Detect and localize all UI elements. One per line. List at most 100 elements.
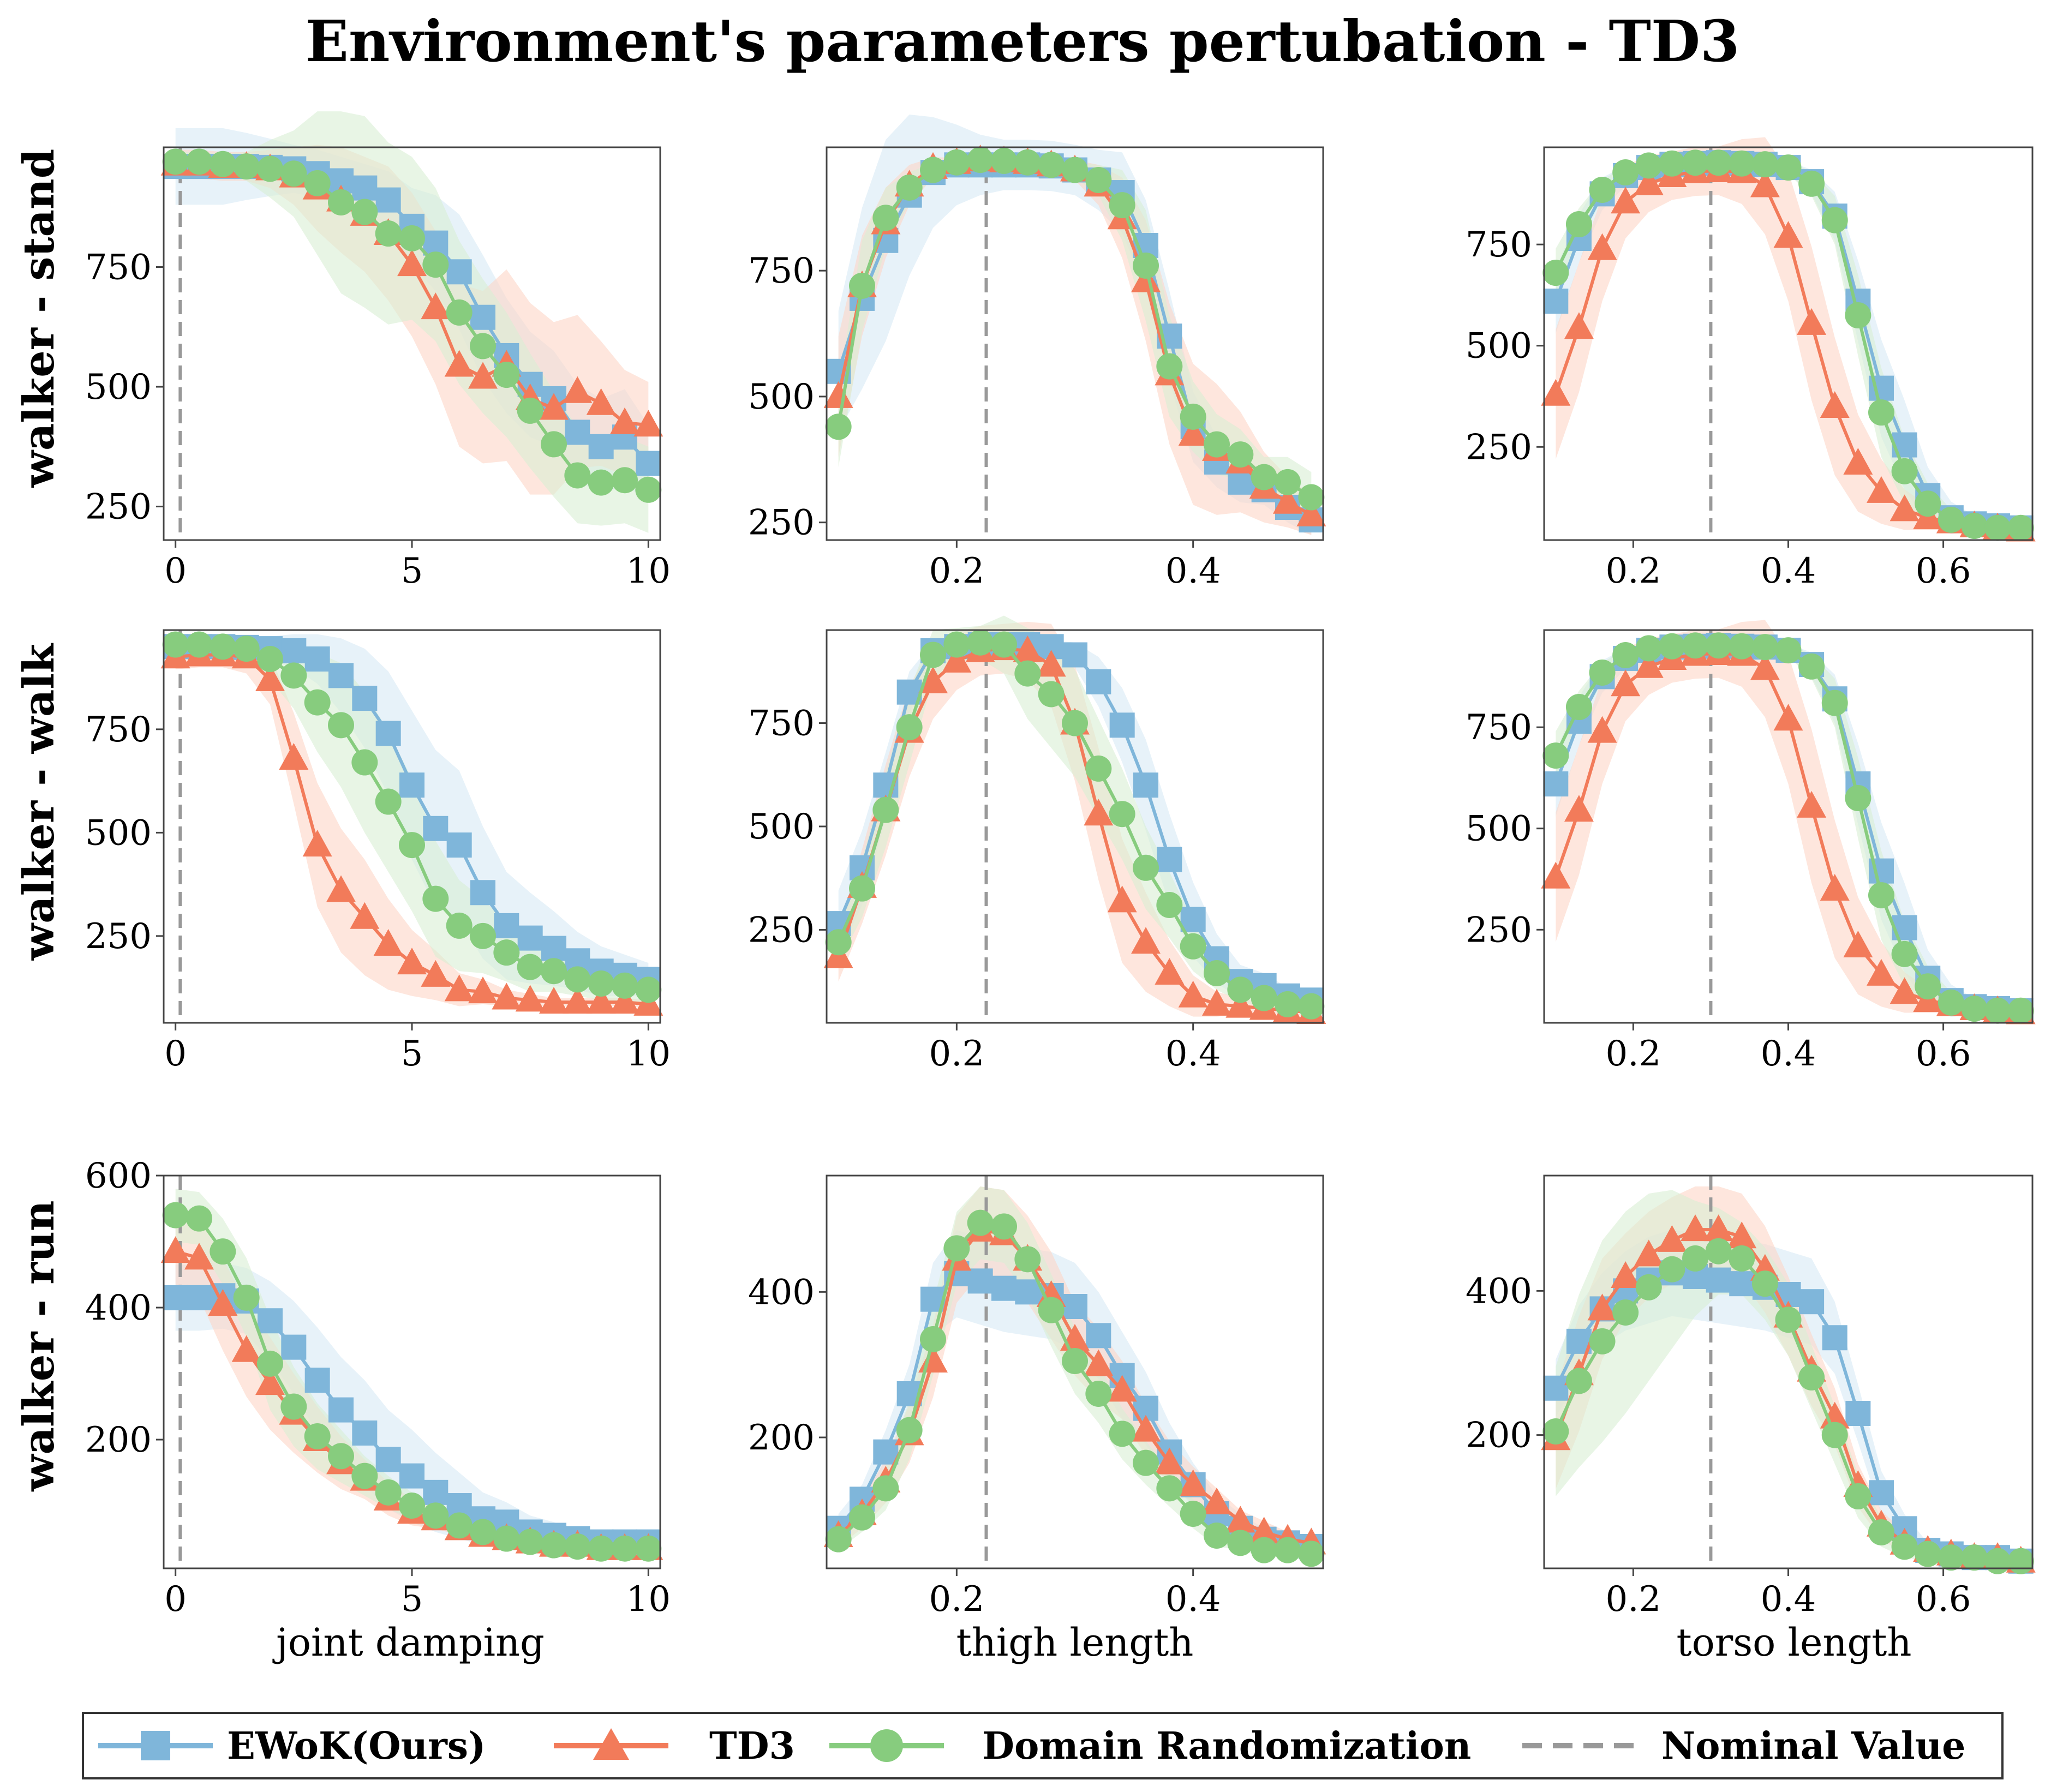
point-dr — [1156, 892, 1183, 918]
x-tick-label: 0.2 — [929, 1034, 984, 1074]
point-dr — [1542, 1418, 1569, 1445]
point-td3 — [421, 292, 451, 320]
point-td3 — [1843, 447, 1873, 475]
point-td3 — [160, 1236, 190, 1263]
point-td3 — [184, 1243, 214, 1270]
point-dr — [920, 642, 946, 668]
point-dr — [1915, 490, 1941, 517]
point-td3 — [1131, 927, 1161, 954]
point-dr — [280, 662, 307, 689]
panel-0-0: 0 5 10 250 500 750 — [85, 111, 671, 591]
x-tick-label: 0.2 — [929, 551, 984, 591]
point-dr — [210, 151, 236, 177]
point-dr — [1984, 1548, 2011, 1574]
x-tick-label: 5 — [401, 551, 423, 591]
point-td3 — [586, 388, 616, 415]
point-dr — [446, 1512, 473, 1539]
point-dr — [1062, 1348, 1088, 1374]
point-td3 — [421, 960, 451, 987]
point-dr — [612, 467, 638, 494]
point-ewok — [1868, 1480, 1894, 1506]
point-dr — [399, 225, 425, 251]
point-dr — [1821, 690, 1848, 716]
point-ewok — [1845, 1400, 1871, 1426]
point-dr — [422, 885, 449, 912]
point-ewok — [163, 1285, 188, 1310]
point-ewok — [1543, 289, 1569, 314]
x-tick-label: 0.6 — [1916, 1034, 1971, 1074]
point-dr — [517, 954, 543, 980]
point-dr — [1775, 637, 1802, 664]
point-dr — [1062, 710, 1088, 736]
point-dr — [280, 1393, 307, 1420]
point-ewok — [1729, 1271, 1755, 1297]
point-dr — [1659, 633, 1685, 660]
point-dr — [375, 220, 402, 247]
panel-1-2: 0.2 0.4 0.6 250 500 750 — [1466, 620, 2036, 1074]
point-ewok — [1062, 642, 1087, 668]
point-dr — [1891, 458, 1918, 484]
x-tick-label: 10 — [626, 1579, 671, 1620]
point-td3 — [1155, 958, 1185, 985]
point-ewok — [1799, 1289, 1825, 1315]
point-dr — [1275, 469, 1301, 495]
y-tick-label: 750 — [85, 248, 152, 288]
point-dr — [517, 1529, 543, 1555]
point-dr — [1085, 167, 1112, 193]
legend-entry-dr: Domain Randomization — [829, 1724, 1471, 1768]
point-td3 — [492, 982, 522, 1010]
point-dr — [1204, 431, 1230, 458]
point-td3 — [1866, 958, 1896, 986]
point-dr — [991, 631, 1017, 658]
point-td3 — [208, 1288, 238, 1316]
point-dr — [422, 251, 449, 278]
band-td3 — [1556, 620, 2021, 1017]
axes-frame — [826, 1174, 1324, 1569]
point-dr — [1915, 1541, 1941, 1567]
point-dr — [257, 646, 283, 673]
point-ewok — [1062, 1294, 1087, 1319]
point-dr — [1868, 1519, 1894, 1545]
point-td3 — [468, 976, 498, 1004]
y-tick-label: 250 — [85, 487, 152, 528]
point-dr — [2007, 514, 2034, 541]
point-td3 — [1820, 1401, 1850, 1429]
point-td3 — [1727, 1221, 1757, 1249]
xlabel-torso-length: torso length — [1677, 1620, 1912, 1665]
point-ewok — [636, 451, 661, 476]
point-dr — [162, 1202, 189, 1228]
point-dr — [280, 160, 307, 187]
point-dr — [564, 1533, 591, 1560]
x-tick-label: 0.2 — [929, 1579, 984, 1620]
point-dr — [1156, 353, 1183, 380]
point-dr — [1682, 632, 1709, 659]
y-tick-label: 400 — [748, 1272, 815, 1312]
y-tick-label: 400 — [85, 1288, 152, 1328]
point-ewok — [375, 721, 401, 746]
row-label-walk: walker - walk — [14, 643, 64, 961]
point-dr — [351, 199, 378, 225]
point-dr — [896, 174, 923, 201]
point-td3 — [302, 830, 332, 857]
point-ewok — [187, 1285, 212, 1310]
point-dr — [1298, 484, 1325, 511]
legend-label-ewok: EWoK(Ours) — [227, 1724, 486, 1768]
point-dr — [967, 629, 994, 656]
point-dr — [2007, 1548, 2034, 1574]
point-dr — [351, 749, 378, 776]
point-dr — [1227, 441, 1254, 468]
point-td3 — [610, 407, 639, 434]
point-td3 — [1587, 1293, 1617, 1321]
point-ewok — [304, 646, 330, 672]
point-dr — [1705, 632, 1732, 659]
point-dr — [1109, 1421, 1135, 1447]
point-dr — [1682, 1245, 1709, 1272]
point-dr — [1542, 742, 1569, 769]
point-dr — [967, 1209, 994, 1236]
point-dr — [588, 1535, 614, 1562]
point-ewok — [494, 913, 519, 938]
point-td3 — [563, 376, 593, 403]
point-dr — [849, 272, 875, 299]
